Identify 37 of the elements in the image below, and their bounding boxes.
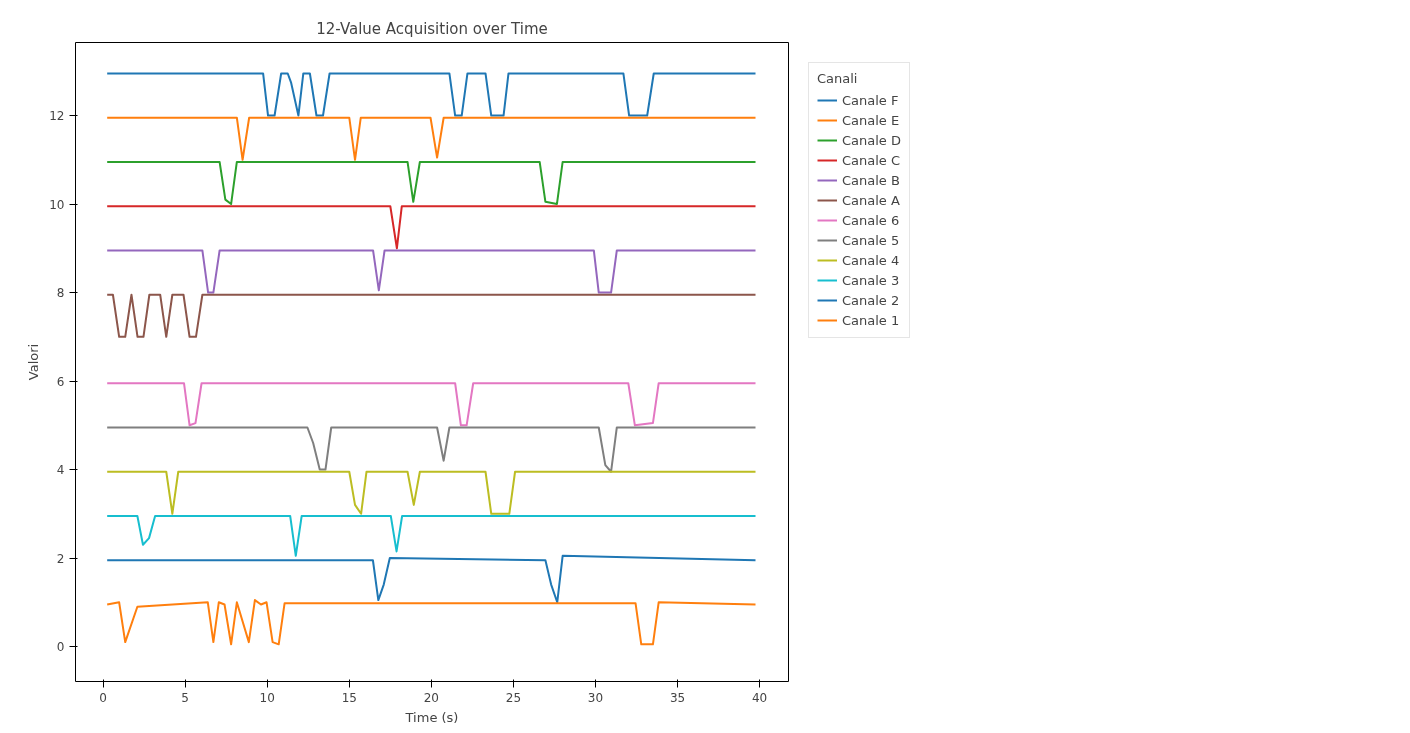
chart-title: 12-Value Acquisition over Time [316,19,548,38]
line-series [106,554,757,604]
y-tick-label: 0 [56,640,65,655]
legend-label: Canale 3 [842,271,900,289]
legend-label: Canale 1 [842,311,900,329]
legend-label: Canale 2 [842,291,900,309]
x-tick-label: 15 [341,690,357,705]
x-axis-title: Time (s) [404,709,459,725]
legend-label: Canale F [842,91,899,109]
legend-label: Canale B [842,171,900,189]
legend-label: Canale A [842,191,900,209]
x-tick-label: 35 [669,690,686,705]
line-series [106,599,757,646]
x-tick-label: 0 [99,690,107,705]
x-tick-label: 20 [423,690,439,705]
legend-title: Canali [817,71,859,86]
x-tick-label: 5 [181,690,189,705]
y-tick-label: 10 [49,197,65,212]
legend-label: Canale E [842,111,900,129]
legend-label: Canale 4 [842,251,900,269]
x-tick-label: 10 [259,690,275,705]
y-tick-label: 12 [49,109,65,124]
y-tick-label: 6 [56,374,65,389]
x-tick-label: 40 [751,690,768,705]
y-tick-label: 4 [56,463,65,478]
line-series [106,515,757,557]
y-tick-label: 2 [56,551,65,566]
line-series [106,426,757,473]
line-series [106,160,757,206]
y-axis-title: Valori [26,343,42,381]
y-tick-label: 8 [56,286,65,301]
x-tick-label: 30 [587,690,604,705]
legend-label: Canale 5 [842,231,900,249]
legend-label: Canale 6 [842,211,900,229]
legend-label: Canale D [842,131,902,149]
legend-label: Canale C [842,151,901,169]
x-tick-label: 25 [505,690,522,705]
